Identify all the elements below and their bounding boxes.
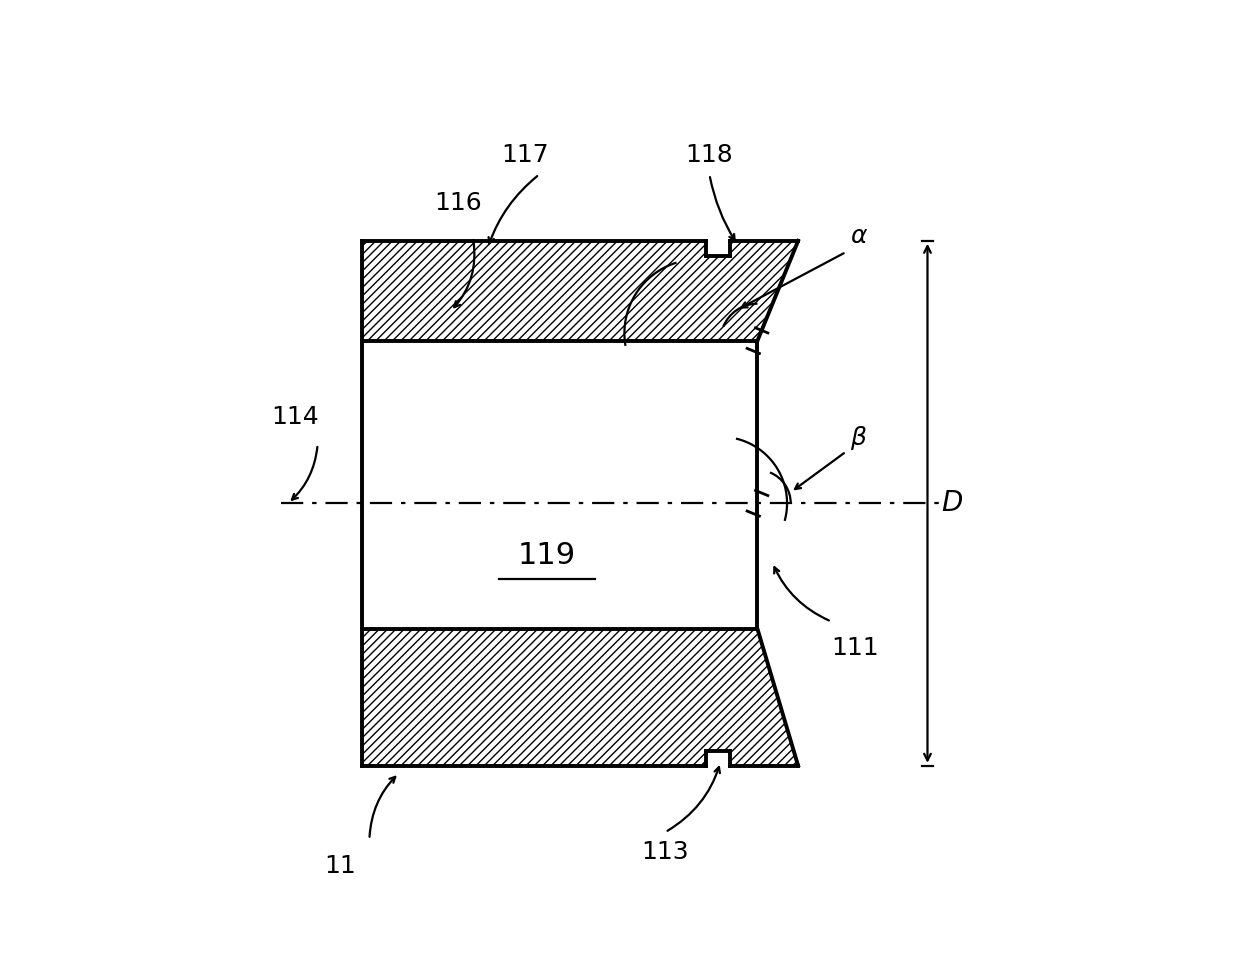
Text: 113: 113 <box>641 840 689 864</box>
Text: β: β <box>849 426 866 450</box>
Text: α: α <box>849 225 867 249</box>
Text: 111: 111 <box>831 636 879 660</box>
Text: 11: 11 <box>324 854 356 878</box>
Text: 118: 118 <box>686 143 733 167</box>
Text: 117: 117 <box>501 143 548 167</box>
Text: D: D <box>941 490 962 517</box>
Text: 119: 119 <box>518 540 575 569</box>
Polygon shape <box>362 241 799 341</box>
Text: 114: 114 <box>272 405 320 429</box>
Text: 116: 116 <box>434 191 482 215</box>
Polygon shape <box>362 629 799 766</box>
